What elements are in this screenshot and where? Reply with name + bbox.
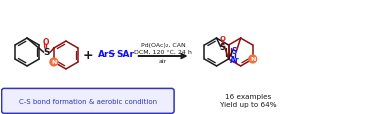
Text: −: − <box>108 48 116 58</box>
Text: DCM, 120 °C, 24 h: DCM, 120 °C, 24 h <box>134 49 192 54</box>
Text: Pd(OAc)₂, CAN: Pd(OAc)₂, CAN <box>141 42 186 47</box>
FancyBboxPatch shape <box>2 89 174 113</box>
Circle shape <box>249 56 257 63</box>
Text: +: + <box>82 48 93 61</box>
Text: Ar: Ar <box>230 56 239 64</box>
Text: 16 examples: 16 examples <box>225 93 272 99</box>
Text: air: air <box>159 59 167 64</box>
Text: N: N <box>51 60 57 65</box>
Text: N: N <box>250 57 256 62</box>
Text: S: S <box>220 43 225 52</box>
Circle shape <box>50 59 58 66</box>
Text: O: O <box>42 37 49 46</box>
Text: ArS: ArS <box>98 49 116 58</box>
Text: O: O <box>220 35 226 41</box>
Text: Yield up to 64%: Yield up to 64% <box>220 101 277 107</box>
Text: S: S <box>232 47 237 56</box>
Text: SAr: SAr <box>117 49 135 58</box>
Text: S: S <box>44 47 50 56</box>
Text: C-S bond formation & aerobic condition: C-S bond formation & aerobic condition <box>19 98 157 104</box>
